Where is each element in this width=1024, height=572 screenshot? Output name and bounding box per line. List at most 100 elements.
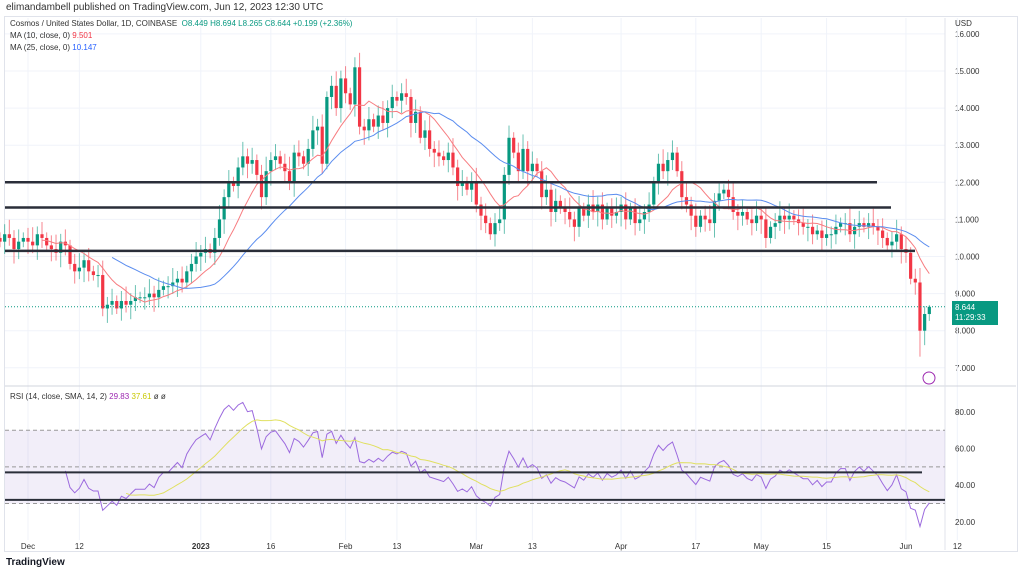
candle-body	[540, 171, 544, 198]
candle-body	[633, 208, 637, 224]
candle-body	[815, 230, 819, 235]
time-tick: Feb	[339, 542, 353, 551]
candle-body	[189, 263, 194, 272]
candle-body	[353, 67, 357, 105]
last-price: 8.644	[955, 303, 976, 312]
publisher-caption: elimandambell published on TradingView.c…	[6, 2, 324, 13]
candle-body	[712, 200, 717, 224]
candle-body	[17, 241, 21, 250]
candle-body	[255, 160, 259, 175]
legend-ma25[interactable]: MA (25, close, 0) 10.147	[10, 43, 97, 52]
candle-body	[507, 137, 511, 175]
symbol-name: Cosmos / United States Dollar, 1D, COINB…	[10, 19, 178, 28]
candle-body	[273, 156, 278, 161]
price-tick: 8.000	[955, 327, 976, 336]
time-tick: Apr	[615, 542, 628, 551]
candle-body	[502, 174, 506, 220]
candle-body	[311, 130, 315, 149]
candle-body	[577, 208, 581, 227]
candle-body	[400, 93, 404, 101]
candle-body	[745, 211, 749, 220]
candle-body	[460, 182, 464, 187]
candle-body	[484, 215, 488, 224]
candle-body	[834, 226, 838, 235]
candle-body	[549, 189, 553, 212]
candle-body	[568, 211, 572, 220]
candle-body	[428, 130, 432, 149]
candle-body	[558, 200, 562, 209]
candle-body	[717, 193, 721, 201]
candle-body	[474, 182, 478, 205]
candle-body	[526, 148, 530, 172]
candle-body	[269, 160, 273, 172]
candle-body	[329, 85, 334, 97]
candle-body	[600, 204, 605, 220]
time-tick: 12	[75, 542, 84, 551]
candle-body	[512, 137, 516, 153]
rsi-tick: 40.00	[955, 481, 976, 490]
candle-body	[245, 156, 250, 164]
candle-body	[133, 297, 138, 302]
candle-body	[787, 215, 791, 220]
change-value: +0.199 (+2.36%)	[292, 19, 353, 28]
candle-body	[740, 211, 745, 216]
candle-body	[871, 223, 875, 227]
candle-body	[764, 219, 768, 238]
candle-body	[661, 163, 665, 172]
tradingview-logo[interactable]: TradingView	[6, 557, 65, 568]
rsi-ma-line	[125, 419, 930, 496]
candle-body	[315, 126, 320, 131]
candle-body	[465, 182, 469, 190]
candle-body	[535, 163, 539, 172]
rsi-label: RSI (14, close, SMA, 14, 2)	[10, 392, 107, 401]
candle-body	[927, 306, 931, 315]
price-tick: 13.000	[955, 141, 980, 150]
candle-body	[437, 152, 441, 157]
candle-body	[642, 211, 647, 220]
candle-body	[563, 208, 567, 212]
ma10-label: MA (10, close, 0)	[10, 31, 71, 40]
candle-body	[820, 230, 824, 238]
candle-body	[301, 156, 306, 164]
candle-body	[544, 189, 548, 198]
rsi-ma-value: 37.61	[131, 392, 152, 401]
candle-body	[129, 301, 133, 305]
bar-countdown: 11:29:33	[955, 313, 986, 322]
candle-body	[227, 182, 231, 198]
candle-body	[446, 152, 450, 161]
candle-body	[824, 234, 829, 238]
candle-body	[666, 160, 670, 172]
candle-body	[731, 197, 735, 212]
rsi-extra: ø ø	[153, 392, 166, 401]
candle-body	[278, 156, 282, 164]
candle-body	[708, 219, 712, 224]
candle-body	[59, 241, 63, 253]
candle-body	[670, 152, 675, 161]
candle-body	[493, 223, 497, 235]
legend-ma10[interactable]: MA (10, close, 0) 9.501	[10, 31, 92, 40]
candle-body	[395, 96, 399, 101]
candle-body	[572, 219, 576, 227]
candle-body	[652, 182, 656, 205]
candle-body	[768, 226, 773, 238]
candle-body	[867, 223, 871, 227]
candle-body	[171, 282, 175, 287]
candle-body	[0, 237, 2, 242]
candle-body	[217, 219, 222, 238]
candle-body	[451, 152, 455, 168]
legend-rsi[interactable]: RSI (14, close, SMA, 14, 2) 29.83 37.61 …	[10, 392, 166, 401]
time-tick: Jun	[900, 542, 913, 551]
time-tick: 12	[953, 542, 962, 551]
candle-body	[414, 111, 418, 123]
open-value: O8.449	[181, 19, 208, 28]
chart-frame[interactable]	[4, 16, 1018, 552]
candle-body	[610, 208, 614, 216]
low-value: L8.265	[238, 19, 263, 28]
candle-body	[390, 96, 394, 109]
candle-body	[250, 160, 254, 164]
candle-body	[432, 148, 436, 153]
candle-body	[73, 263, 77, 272]
candle-body	[488, 223, 492, 235]
price-tick: 11.000	[955, 215, 979, 224]
